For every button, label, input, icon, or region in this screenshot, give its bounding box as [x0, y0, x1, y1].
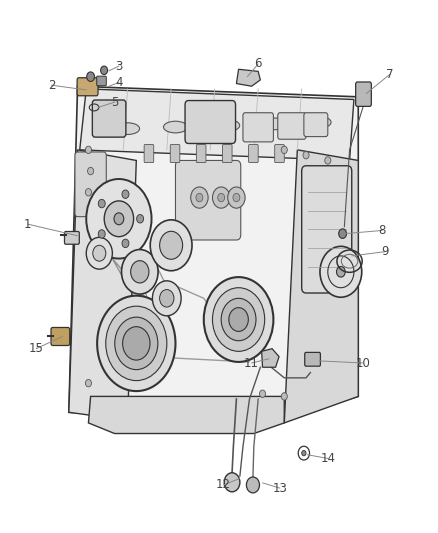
Circle shape [131, 261, 149, 283]
Text: 9: 9 [381, 245, 389, 258]
Circle shape [224, 473, 240, 492]
Circle shape [159, 231, 183, 259]
Ellipse shape [264, 118, 288, 130]
Circle shape [93, 245, 106, 261]
Circle shape [191, 187, 208, 208]
Circle shape [152, 281, 181, 316]
Circle shape [104, 201, 134, 237]
FancyBboxPatch shape [302, 166, 352, 293]
Circle shape [320, 246, 362, 297]
FancyBboxPatch shape [75, 152, 106, 216]
Circle shape [281, 146, 287, 154]
Circle shape [228, 187, 245, 208]
Circle shape [303, 151, 309, 159]
Text: 8: 8 [378, 224, 386, 237]
Ellipse shape [116, 123, 140, 134]
Circle shape [85, 146, 92, 154]
Circle shape [97, 296, 176, 391]
Circle shape [98, 230, 105, 238]
FancyBboxPatch shape [185, 101, 236, 143]
Circle shape [114, 213, 124, 225]
Circle shape [159, 289, 174, 307]
FancyBboxPatch shape [176, 160, 241, 240]
Circle shape [122, 239, 129, 248]
FancyBboxPatch shape [243, 113, 273, 142]
FancyBboxPatch shape [223, 144, 232, 163]
FancyBboxPatch shape [196, 144, 206, 163]
Circle shape [87, 72, 95, 82]
Text: 15: 15 [29, 342, 44, 355]
Polygon shape [69, 150, 136, 420]
Circle shape [85, 189, 92, 196]
Text: 14: 14 [320, 452, 336, 465]
Ellipse shape [307, 116, 331, 128]
Circle shape [123, 327, 150, 360]
Circle shape [204, 277, 273, 362]
Circle shape [233, 193, 240, 202]
Text: 1: 1 [24, 217, 31, 231]
Circle shape [221, 298, 256, 341]
Circle shape [115, 317, 158, 369]
FancyBboxPatch shape [275, 144, 284, 163]
Ellipse shape [216, 119, 240, 131]
FancyBboxPatch shape [356, 82, 371, 107]
Polygon shape [284, 150, 358, 423]
Circle shape [137, 215, 144, 223]
Circle shape [281, 393, 287, 400]
Circle shape [106, 306, 167, 381]
Ellipse shape [163, 121, 187, 133]
FancyBboxPatch shape [305, 352, 321, 366]
Circle shape [302, 450, 306, 456]
Circle shape [86, 237, 113, 269]
Text: 13: 13 [272, 482, 287, 495]
Polygon shape [237, 69, 260, 86]
Polygon shape [80, 89, 354, 160]
Polygon shape [261, 349, 279, 367]
Circle shape [259, 390, 265, 398]
Circle shape [101, 66, 108, 75]
FancyBboxPatch shape [144, 144, 154, 163]
FancyBboxPatch shape [64, 231, 79, 244]
Text: 6: 6 [254, 58, 262, 70]
Circle shape [196, 193, 203, 202]
FancyBboxPatch shape [170, 144, 180, 163]
Circle shape [121, 249, 158, 294]
Text: 4: 4 [115, 76, 123, 89]
FancyBboxPatch shape [77, 78, 98, 96]
FancyBboxPatch shape [97, 76, 106, 86]
FancyBboxPatch shape [249, 144, 258, 163]
Text: 5: 5 [111, 95, 118, 109]
FancyBboxPatch shape [278, 113, 306, 139]
Circle shape [336, 266, 345, 277]
Text: 12: 12 [216, 479, 231, 491]
Polygon shape [88, 397, 284, 433]
Circle shape [218, 193, 225, 202]
Text: 11: 11 [244, 357, 259, 369]
Circle shape [339, 229, 346, 238]
Text: 3: 3 [115, 60, 123, 72]
FancyBboxPatch shape [51, 327, 70, 345]
Text: 2: 2 [48, 79, 55, 92]
Circle shape [325, 157, 331, 164]
FancyBboxPatch shape [92, 100, 126, 137]
Circle shape [150, 220, 192, 271]
Circle shape [88, 167, 94, 175]
FancyBboxPatch shape [304, 113, 328, 136]
Circle shape [98, 199, 105, 208]
Circle shape [86, 179, 152, 259]
Text: 10: 10 [355, 357, 370, 369]
Circle shape [229, 308, 248, 332]
Circle shape [85, 379, 92, 387]
Circle shape [247, 477, 259, 493]
Circle shape [122, 190, 129, 198]
Text: 7: 7 [386, 68, 393, 81]
Circle shape [212, 288, 265, 351]
Circle shape [212, 187, 230, 208]
Polygon shape [69, 86, 358, 423]
